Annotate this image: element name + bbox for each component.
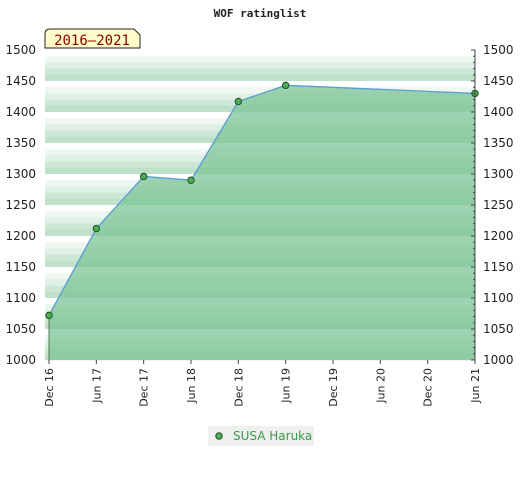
period-badge-label: 2016–2021 [54, 33, 130, 49]
background-band [45, 74, 475, 82]
background-band [45, 62, 475, 69]
y-tick-label-right: 1150 [483, 260, 514, 274]
y-axis-right: 1000 1050 1100 1150 1200 1250 1300 1350 1400 1450… [471, 43, 514, 367]
x-tick-label: Jun 18 [185, 368, 198, 404]
y-tick-label-left: 1450 [5, 74, 36, 88]
data-point[interactable] [281, 81, 290, 90]
x-tick-label: Jun 17 [90, 368, 103, 404]
y-axis-left: 1000 1050 1100 1150 1200 1250 1300 1350 1400 1450… [5, 43, 36, 367]
area-fill [49, 85, 475, 360]
legend-background [208, 426, 314, 446]
y-tick-label-right: 1200 [483, 229, 514, 243]
y-tick-label-left: 1150 [5, 260, 36, 274]
y-tick-label-left: 1350 [5, 136, 36, 150]
legend-series-label: SUSA Haruka [233, 429, 312, 443]
x-tick-label: Dec 17 [138, 368, 151, 407]
legend[interactable]: SUSA Haruka [208, 426, 314, 446]
y-tick-label-left: 1000 [5, 353, 36, 367]
y-tick-label-right: 1250 [483, 198, 514, 212]
y-tick-label-right: 1100 [483, 291, 514, 305]
x-tick-label: Jun 19 [280, 368, 293, 404]
y-tick-label-right: 1400 [483, 105, 514, 119]
background-band [45, 68, 475, 76]
x-tick-label: Dec 19 [327, 368, 340, 407]
x-tick-label: Dec 16 [43, 368, 56, 407]
period-badge: 2016–2021 [44, 28, 141, 49]
y-tick-label-left: 1200 [5, 229, 36, 243]
background-band [45, 81, 475, 88]
y-tick-label-left: 1100 [5, 291, 36, 305]
background-band [45, 50, 475, 57]
background-band [45, 87, 475, 94]
y-tick-label-left: 1300 [5, 167, 36, 181]
y-tick-label-right: 1000 [483, 353, 514, 367]
y-tick-label-right: 1350 [483, 136, 514, 150]
data-point[interactable] [187, 176, 195, 184]
data-point[interactable] [45, 311, 53, 320]
period-badge-shape [44, 28, 141, 49]
x-tick-label: Dec 18 [232, 368, 245, 407]
x-tick-label: Jun 20 [374, 368, 387, 404]
background-band [45, 56, 475, 63]
y-tick-label-right: 1500 [483, 43, 514, 57]
data-point[interactable] [234, 97, 243, 106]
y-tick-label-left: 1250 [5, 198, 36, 212]
chart-title: WOF ratinglist [214, 7, 307, 20]
x-axis: Dec 16 Jun 17 Dec 17 Jun 18 Dec 18 Jun 19 Dec … [43, 360, 482, 407]
data-point[interactable] [92, 224, 101, 233]
y-tick-label-right: 1050 [483, 322, 514, 336]
y-tick-label-left: 1400 [5, 105, 36, 119]
y-tick-label-right: 1300 [483, 167, 514, 181]
y-tick-label-left: 1500 [5, 43, 36, 57]
legend-marker-icon [215, 432, 223, 440]
y-tick-label-right: 1450 [483, 74, 514, 88]
data-point[interactable] [139, 172, 148, 181]
x-tick-label: Jun 21 [469, 368, 482, 404]
x-tick-label: Dec 20 [422, 368, 435, 407]
y-tick-label-left: 1050 [5, 322, 36, 336]
rating-area [49, 85, 475, 360]
